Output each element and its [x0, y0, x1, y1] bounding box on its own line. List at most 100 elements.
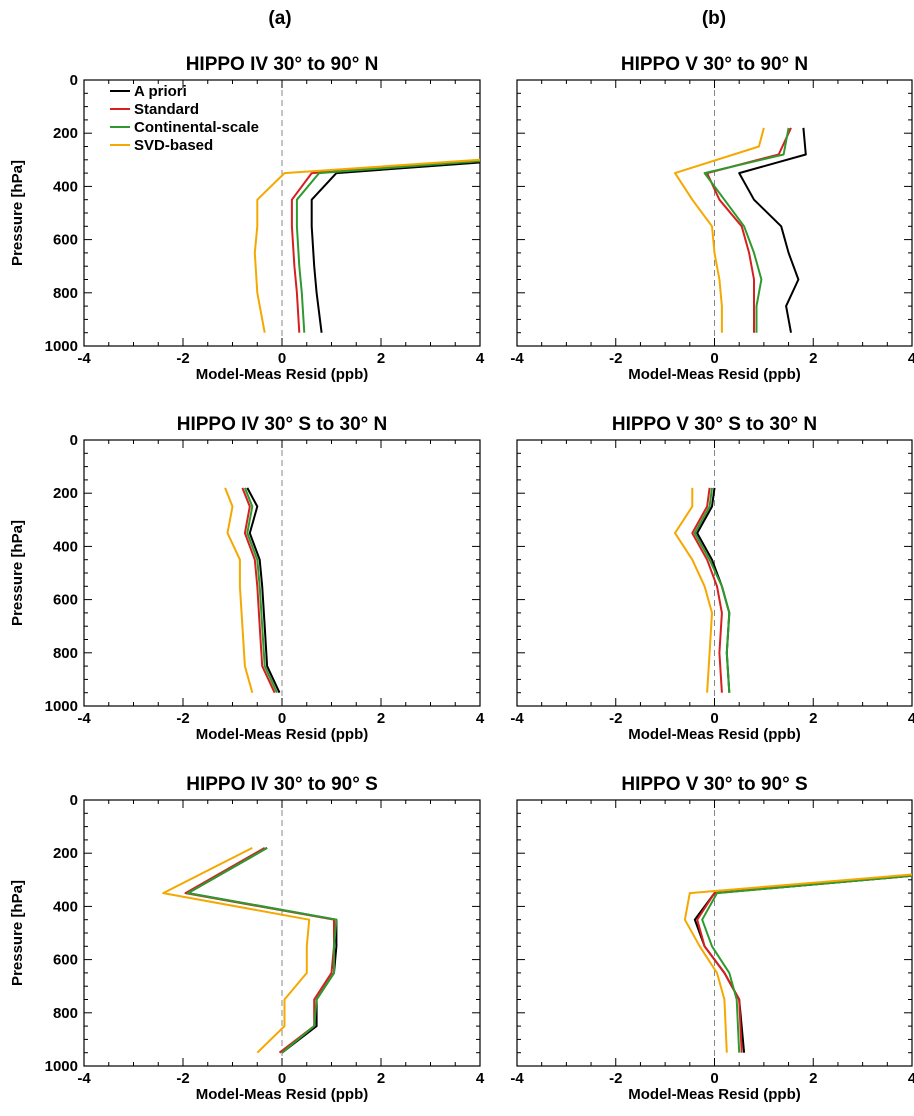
y-tick-label: 800	[53, 285, 78, 302]
x-tick-label: -4	[510, 1070, 524, 1087]
y-tick-label: 1000	[45, 338, 78, 355]
y-tick-label: 400	[53, 178, 78, 195]
panel-1: HIPPO IV 30° to 90° N -4 -2 0 2 4 0 200 400 600 80…	[9, 54, 485, 383]
panel-title: HIPPO V 30° S to 30° N	[612, 414, 817, 435]
y-axis-label: Pressure [hPa]	[9, 880, 26, 986]
series-group	[253, 158, 480, 333]
panel-6: HIPPO V 30° to 90° S -4 -2 0 2 4 Model-Meas Re…	[510, 774, 914, 1103]
series-line-standard	[184, 847, 335, 1054]
panel-title: HIPPO V 30° to 90° S	[621, 774, 807, 795]
column-label-a: (a)	[268, 8, 291, 29]
panel-title: HIPPO IV 30° S to 30° N	[177, 414, 388, 435]
y-tick-label: 800	[53, 1005, 78, 1022]
series-line-standard	[241, 487, 276, 694]
series-group	[674, 487, 731, 693]
series-line-svd-based	[162, 847, 311, 1054]
y-tick-label: 200	[53, 485, 78, 502]
panel-2: HIPPO V 30° to 90° N -4 -2 0 2 4 Model-Meas Re…	[510, 54, 914, 383]
y-tick-label: 0	[70, 72, 78, 89]
x-tick-label: -4	[510, 710, 524, 727]
x-tick-label: 2	[377, 1070, 385, 1087]
legend-entry: A priori	[134, 83, 187, 100]
x-tick-label: -2	[609, 710, 622, 727]
series-group	[162, 847, 338, 1054]
x-tick-label: 0	[278, 710, 286, 727]
series-line-standard	[696, 874, 912, 1053]
x-tick-label: -4	[77, 710, 91, 727]
x-tick-label: 0	[278, 350, 286, 367]
x-tick-label: 4	[476, 350, 485, 367]
x-tick-label: -4	[510, 350, 524, 367]
x-axis-label: Model-Meas Resid (ppb)	[628, 726, 801, 743]
x-tick-label: 0	[278, 1070, 286, 1087]
x-axis-label: Model-Meas Resid (ppb)	[196, 726, 369, 743]
x-tick-label: 2	[809, 350, 817, 367]
series-line-standard	[290, 160, 480, 333]
series-line-svd-based	[224, 487, 254, 693]
x-tick-label: -2	[176, 350, 189, 367]
y-axis-label: Pressure [hPa]	[9, 160, 26, 266]
series-line-a-priori	[310, 161, 480, 333]
y-tick-label: 600	[53, 232, 78, 249]
legend-entry: SVD-based	[134, 137, 213, 154]
x-tick-label: 4	[476, 1070, 485, 1087]
legend-entry: Continental-scale	[134, 119, 259, 136]
series-line-svd-based	[683, 873, 912, 1053]
x-axis-label: Model-Meas Resid (ppb)	[628, 1086, 801, 1103]
series-line-svd-based	[253, 158, 480, 333]
y-tick-label: 400	[53, 898, 78, 915]
panel-5: HIPPO IV 30° to 90° S -4 -2 0 2 4 0 200 400 600 80…	[9, 774, 485, 1103]
y-tick-label: 0	[70, 792, 78, 809]
panel-title: HIPPO V 30° to 90° N	[621, 54, 808, 75]
series-line-continental-scale	[701, 874, 912, 1053]
x-tick-label: 2	[377, 350, 385, 367]
y-tick-label: 200	[53, 845, 78, 862]
series-group	[683, 873, 912, 1053]
x-tick-label: -4	[77, 1070, 91, 1087]
y-tick-label: 400	[53, 538, 78, 555]
series-line-svd-based	[674, 127, 765, 333]
series-line-a-priori	[246, 487, 281, 694]
x-tick-label: 4	[908, 710, 914, 727]
x-tick-label: -2	[609, 350, 622, 367]
x-tick-label: 2	[809, 710, 817, 727]
x-tick-label: -2	[176, 710, 189, 727]
x-tick-label: 0	[710, 350, 718, 367]
panel-4: HIPPO V 30° S to 30° N -4 -2 0 2 4 Model-Meas …	[510, 414, 914, 743]
y-tick-label: 1000	[45, 698, 78, 715]
panel-3: HIPPO IV 30° S to 30° N -4 -2 0 2 4 0 200 400 600…	[9, 414, 485, 743]
legend: A prioriStandardContinental-scaleSVD-bas…	[110, 83, 259, 154]
x-tick-label: 4	[476, 710, 485, 727]
y-tick-label: 1000	[45, 1058, 78, 1075]
panel-title: HIPPO IV 30° to 90° N	[186, 54, 379, 75]
x-axis-label: Model-Meas Resid (ppb)	[196, 1086, 369, 1103]
x-axis-label: Model-Meas Resid (ppb)	[628, 366, 801, 383]
y-tick-label: 600	[53, 592, 78, 609]
y-axis-label: Pressure [hPa]	[9, 520, 26, 626]
series-line-a-priori	[738, 127, 807, 333]
series-line-continental-scale	[295, 160, 480, 333]
series-line-continental-scale	[703, 127, 790, 333]
y-tick-label: 0	[70, 432, 78, 449]
series-line-a-priori	[693, 874, 912, 1053]
x-tick-label: 2	[377, 710, 385, 727]
y-tick-label: 800	[53, 645, 78, 662]
x-tick-label: 4	[908, 350, 914, 367]
panel-title: HIPPO IV 30° to 90° S	[186, 774, 378, 795]
series-line-continental-scale	[186, 847, 338, 1054]
series-line-svd-based	[674, 487, 713, 693]
x-tick-label: 0	[710, 1070, 718, 1087]
series-line-continental-scale	[693, 487, 731, 693]
column-label-b: (b)	[702, 8, 726, 29]
x-axis-label: Model-Meas Resid (ppb)	[196, 366, 369, 383]
x-tick-label: -2	[176, 1070, 189, 1087]
series-group	[224, 487, 281, 694]
x-tick-label: -4	[77, 350, 91, 367]
x-tick-label: 0	[710, 710, 718, 727]
x-tick-label: 4	[908, 1070, 914, 1087]
y-tick-label: 200	[53, 125, 78, 142]
series-line-standard	[691, 487, 723, 693]
x-tick-label: -2	[609, 1070, 622, 1087]
x-tick-label: 2	[809, 1070, 817, 1087]
